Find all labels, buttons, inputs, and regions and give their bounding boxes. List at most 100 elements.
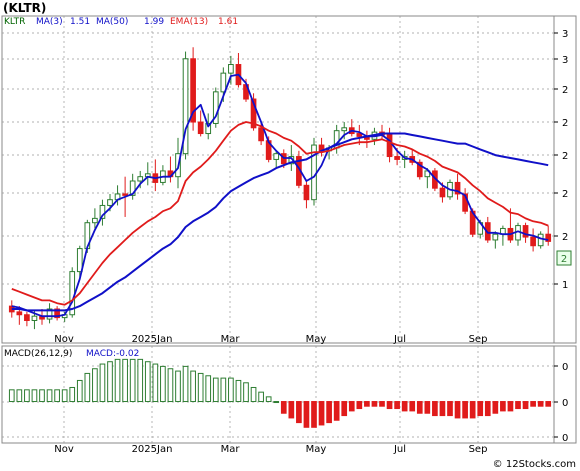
- legend-ma3-value: 1.51: [70, 17, 90, 27]
- legend-ma3-label: MA(3): [36, 17, 63, 27]
- macd-bar: [197, 372, 204, 403]
- candle-body: [182, 58, 189, 155]
- candle-body: [522, 225, 529, 238]
- macd-bar: [205, 375, 212, 403]
- macd-bar: [16, 389, 23, 403]
- legend-ema13-label: EMA(13): [170, 17, 208, 27]
- legend-ema13-value: 1.61: [218, 17, 238, 27]
- price-y-tick-label: 3: [562, 29, 568, 40]
- macd-bar: [31, 389, 38, 403]
- price-y-tick-label: 2: [562, 85, 568, 96]
- macd-x-tick-label: Jul: [393, 444, 406, 455]
- macd-bar: [386, 401, 393, 410]
- candle-body: [129, 180, 136, 196]
- watermark: © 12Stocks.com: [493, 459, 576, 470]
- series-line-ma50: [11, 132, 549, 312]
- macd-legend-value: MACD:-0.02: [86, 349, 139, 359]
- macd-bar: [454, 401, 461, 419]
- macd-bar: [333, 401, 340, 421]
- chart-title: (KLTR): [3, 1, 47, 15]
- candle-body: [99, 204, 106, 219]
- macd-bar: [220, 377, 227, 403]
- macd-bar: [371, 401, 378, 407]
- legend-ma50-label: MA(50): [96, 17, 128, 27]
- macd-bar: [469, 401, 476, 419]
- price-y-tick-label: 2: [562, 189, 568, 200]
- candle-body: [537, 233, 544, 247]
- macd-bar: [341, 401, 348, 417]
- candle-body: [439, 187, 446, 198]
- macd-bar: [8, 389, 15, 403]
- candle-body: [122, 193, 128, 196]
- candle-body: [16, 311, 23, 316]
- macd-bar: [122, 358, 128, 403]
- macd-x-tick-label: May: [306, 444, 327, 455]
- macd-bar: [348, 401, 355, 412]
- macd-bar: [99, 363, 106, 403]
- macd-bar: [537, 401, 544, 407]
- macd-bar: [409, 401, 416, 412]
- macd-bar: [190, 370, 196, 403]
- price-y-tick-label: 1: [562, 280, 568, 291]
- candle-body: [341, 127, 348, 132]
- candle-body: [31, 315, 38, 321]
- macd-y-tick-label: 0: [562, 362, 568, 373]
- candle-body: [424, 170, 431, 178]
- series-line-ma3: [11, 73, 549, 318]
- macd-bar: [477, 401, 484, 417]
- candle-body: [250, 98, 257, 129]
- candle-body: [190, 58, 196, 123]
- macd-bar: [39, 389, 45, 403]
- macd-bar: [439, 401, 446, 417]
- macd-bar: [462, 401, 468, 419]
- macd-bar: [107, 361, 113, 403]
- macd-bar: [54, 389, 60, 403]
- candle-body: [54, 308, 60, 319]
- macd-bar: [212, 377, 219, 403]
- price-x-tick-label: Jul: [393, 334, 406, 345]
- candle-body: [76, 248, 83, 273]
- macd-x-tick-label: Nov: [54, 444, 74, 455]
- last-price-tag-text: 2: [561, 254, 567, 265]
- legend-ma50-value: 1.99: [144, 17, 164, 27]
- macd-bar: [144, 361, 151, 403]
- price-panel-border: [1, 15, 577, 344]
- macd-x-tick-label: 2025Jan: [132, 444, 173, 455]
- macd-bar: [318, 401, 325, 426]
- macd-bar: [432, 401, 438, 417]
- macd-bar: [500, 401, 506, 412]
- macd-bar: [137, 358, 144, 403]
- price-y-tick-label: 2: [562, 151, 568, 162]
- candle-body: [137, 176, 144, 182]
- macd-bar: [401, 401, 408, 412]
- macd-bar: [280, 401, 287, 414]
- macd-x-tick-label: Mar: [221, 444, 241, 455]
- candle-body: [92, 217, 98, 224]
- candle-body: [303, 184, 310, 201]
- candle-body: [530, 236, 536, 247]
- macd-bar: [69, 386, 76, 403]
- moving-average-lines: [11, 73, 549, 318]
- macd-bar: [296, 401, 302, 424]
- macd-bar: [129, 358, 136, 403]
- candle-body: [220, 72, 227, 93]
- macd-bar: [273, 401, 280, 404]
- macd-bar: [24, 389, 30, 403]
- price-x-tick-label: 2025Jan: [132, 334, 173, 345]
- macd-x-tick-label: Sep: [469, 444, 488, 455]
- macd-bar: [182, 365, 189, 403]
- candle-body: [386, 134, 393, 158]
- chart-legend: KLTR MA(3) 1.51 MA(50) 1.99 EMA(13) 1.61…: [4, 17, 238, 359]
- price-y-tick-label: 2: [562, 232, 568, 243]
- last-price-tag: 2: [556, 250, 572, 266]
- macd-bar: [379, 401, 385, 407]
- candle-body: [545, 233, 552, 242]
- candle-body: [197, 121, 204, 135]
- macd-legend-params: MACD(26,12,9): [4, 349, 72, 359]
- macd-bar: [46, 389, 53, 403]
- macd-bar: [522, 401, 529, 410]
- candle-body: [205, 122, 212, 135]
- legend-ticker: KLTR: [4, 17, 25, 27]
- candle-body: [107, 199, 113, 206]
